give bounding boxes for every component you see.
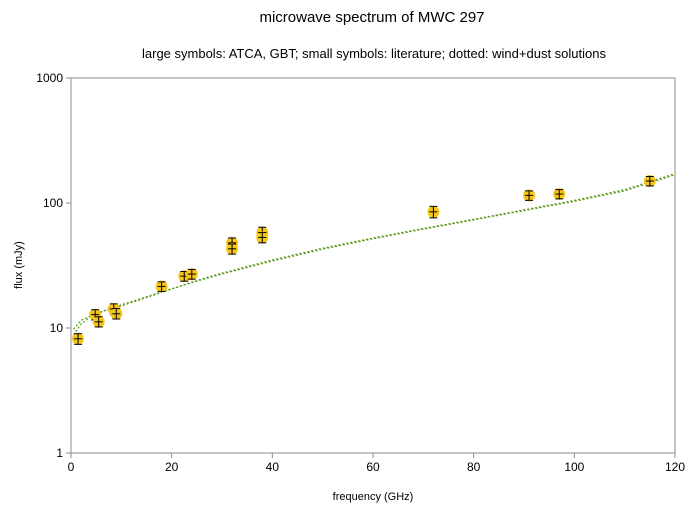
x-tick-label: 40	[266, 460, 280, 474]
x-tick-label: 100	[564, 460, 584, 474]
model-curves	[73, 173, 676, 336]
model-curve	[73, 174, 676, 336]
x-axis-label: frequency (GHz)	[333, 491, 414, 503]
y-tick-label: 100	[43, 196, 63, 210]
y-tick-label: 10	[50, 321, 64, 335]
model-curve	[73, 173, 676, 330]
y-axis-ticks: 1 10 100 1000	[36, 71, 71, 460]
y-tick-label: 1000	[36, 71, 63, 85]
data-points	[72, 174, 656, 345]
x-tick-label: 80	[467, 460, 481, 474]
x-axis-ticks: 0 20 40 60 80 100 120	[68, 453, 685, 474]
x-tick-label: 60	[366, 460, 380, 474]
plot-frame	[70, 77, 676, 454]
chart-title: microwave spectrum of MWC 297	[259, 9, 484, 26]
y-tick-label: 1	[56, 446, 63, 460]
chart-subtitle: large symbols: ATCA, GBT; small symbols:…	[142, 46, 606, 61]
y-axis-label: flux (mJy)	[13, 241, 25, 289]
x-tick-label: 20	[165, 460, 179, 474]
x-tick-label: 0	[68, 460, 75, 474]
x-tick-label: 120	[665, 460, 685, 474]
